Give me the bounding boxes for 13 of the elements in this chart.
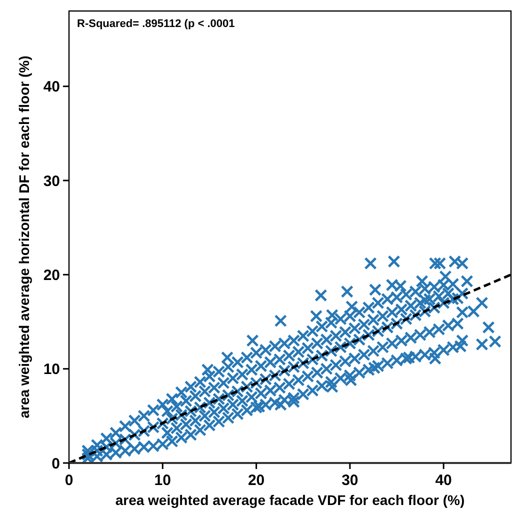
y-tick-label: 10 [43, 361, 60, 378]
y-tick-label: 20 [43, 266, 60, 284]
y-axis-title: area weighted average horizontal DF for each floor (%) [16, 56, 32, 418]
x-tick-label: 0 [64, 472, 74, 489]
annotation: R-Squared= .895112 (p < .0001 [77, 18, 235, 30]
x-tick-label: 40 [435, 472, 452, 489]
y-tick-label: 0 [52, 455, 60, 472]
x-tick-label: 30 [342, 472, 358, 489]
y-tick-label: 40 [43, 78, 60, 96]
y-tick-label: 30 [43, 172, 60, 190]
x-axis-title: area weighted average facade VDF for each floor (%) [115, 492, 465, 508]
x-tick-label: 20 [248, 472, 265, 489]
x-tick-label: 10 [154, 472, 171, 489]
